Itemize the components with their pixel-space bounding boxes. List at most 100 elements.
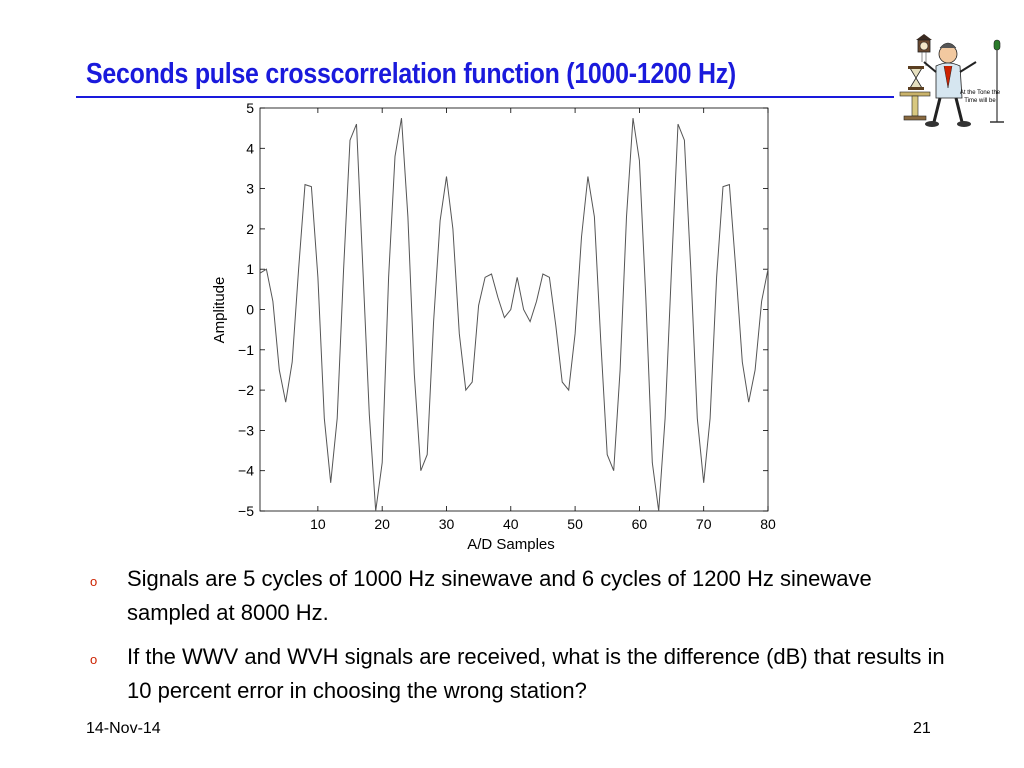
data-point xyxy=(478,305,479,306)
y-tick-label: −5 xyxy=(238,503,254,519)
data-point xyxy=(285,402,286,403)
x-tick-label: 30 xyxy=(439,516,455,532)
data-point xyxy=(440,220,441,221)
data-point xyxy=(536,301,537,302)
series-line xyxy=(259,118,769,512)
data-point xyxy=(388,277,389,278)
data-point xyxy=(652,462,653,463)
data-point xyxy=(523,309,524,310)
data-point xyxy=(504,317,505,318)
data-point xyxy=(517,277,518,278)
x-tick-label: 40 xyxy=(503,516,519,532)
data-point xyxy=(427,454,428,455)
data-point xyxy=(690,269,691,270)
data-point xyxy=(452,228,453,229)
bullet-list: o Signals are 5 cycles of 1000 Hz sinewa… xyxy=(90,562,950,718)
data-point xyxy=(658,511,659,512)
clipart-caption-line-1: At the Tone the xyxy=(960,90,1001,96)
data-point xyxy=(305,184,306,185)
data-point xyxy=(459,333,460,334)
data-point xyxy=(581,237,582,238)
y-tick-label: 4 xyxy=(246,140,254,156)
data-point xyxy=(510,309,511,310)
bullet-marker: o xyxy=(90,652,98,667)
data-point xyxy=(420,470,421,471)
data-point xyxy=(369,414,370,415)
data-point xyxy=(562,382,563,383)
data-point xyxy=(311,186,312,187)
y-axis-label: Amplitude xyxy=(211,277,228,344)
data-point xyxy=(497,297,498,298)
data-point xyxy=(600,341,601,342)
data-point xyxy=(266,269,267,270)
data-point xyxy=(472,382,473,383)
data-point xyxy=(626,216,627,217)
data-point xyxy=(671,269,672,270)
y-tick-label: 2 xyxy=(246,221,254,237)
data-point xyxy=(748,402,749,403)
data-point xyxy=(362,269,363,270)
x-tick-label: 60 xyxy=(632,516,648,532)
data-point xyxy=(761,301,762,302)
data-point xyxy=(433,321,434,322)
data-point xyxy=(375,511,376,512)
data-point xyxy=(716,277,717,278)
data-point xyxy=(735,269,736,270)
data-point xyxy=(755,370,756,371)
x-tick-label: 80 xyxy=(760,516,776,532)
data-point xyxy=(401,118,402,119)
data-point xyxy=(407,216,408,217)
data-point xyxy=(382,462,383,463)
y-tick-label: −1 xyxy=(238,342,254,358)
slide-title: Seconds pulse crosscorrelation function … xyxy=(86,58,736,90)
x-tick-label: 70 xyxy=(696,516,712,532)
data-point xyxy=(549,277,550,278)
data-point xyxy=(678,124,679,125)
chart-container: 10 20 30 40 50 60 70 80 5 4 3 2 1 0 −1 −2 −3 −4 −5 A/D Sam… xyxy=(211,100,776,553)
data-point xyxy=(446,176,447,177)
data-point xyxy=(594,216,595,217)
data-point xyxy=(260,273,261,274)
data-point xyxy=(485,277,486,278)
data-point xyxy=(465,390,466,391)
data-point xyxy=(330,482,331,483)
y-tick-label: 0 xyxy=(246,302,254,318)
plot-frame xyxy=(259,107,769,512)
data-point xyxy=(317,277,318,278)
data-point xyxy=(665,418,666,419)
page-number: 21 xyxy=(913,720,931,737)
data-point xyxy=(337,418,338,419)
data-point xyxy=(395,156,396,157)
y-tick-label: −3 xyxy=(238,422,254,438)
y-tick-label: 5 xyxy=(246,100,254,116)
data-point xyxy=(324,418,325,419)
x-tick-label: 10 xyxy=(310,516,326,532)
footer-date: 14-Nov-14 xyxy=(86,720,161,737)
title-underline xyxy=(76,96,894,98)
data-point xyxy=(356,124,357,125)
bullet-marker: o xyxy=(90,574,98,589)
bullet-text: Signals are 5 cycles of 1000 Hz sinewave… xyxy=(127,566,872,625)
data-point xyxy=(491,274,492,275)
data-point xyxy=(768,269,769,270)
data-point xyxy=(272,301,273,302)
data-point xyxy=(729,184,730,185)
clock-cartoon-clipart: At the Tone the Time will be xyxy=(896,32,1008,132)
data-point xyxy=(279,370,280,371)
data-point xyxy=(613,470,614,471)
x-axis-label: A/D Samples xyxy=(467,536,555,553)
bullet-text: If the WWV and WVH signals are received,… xyxy=(127,644,945,703)
y-tick-label: −2 xyxy=(238,382,254,398)
x-tick-label: 50 xyxy=(567,516,583,532)
y-tick-label: 3 xyxy=(246,181,254,197)
data-point xyxy=(575,333,576,334)
data-point xyxy=(697,418,698,419)
data-point xyxy=(710,418,711,419)
data-point xyxy=(703,482,704,483)
data-point xyxy=(568,390,569,391)
data-point xyxy=(684,140,685,141)
bullet-item: o If the WWV and WVH signals are receive… xyxy=(90,640,950,708)
data-point xyxy=(723,186,724,187)
data-point xyxy=(620,370,621,371)
